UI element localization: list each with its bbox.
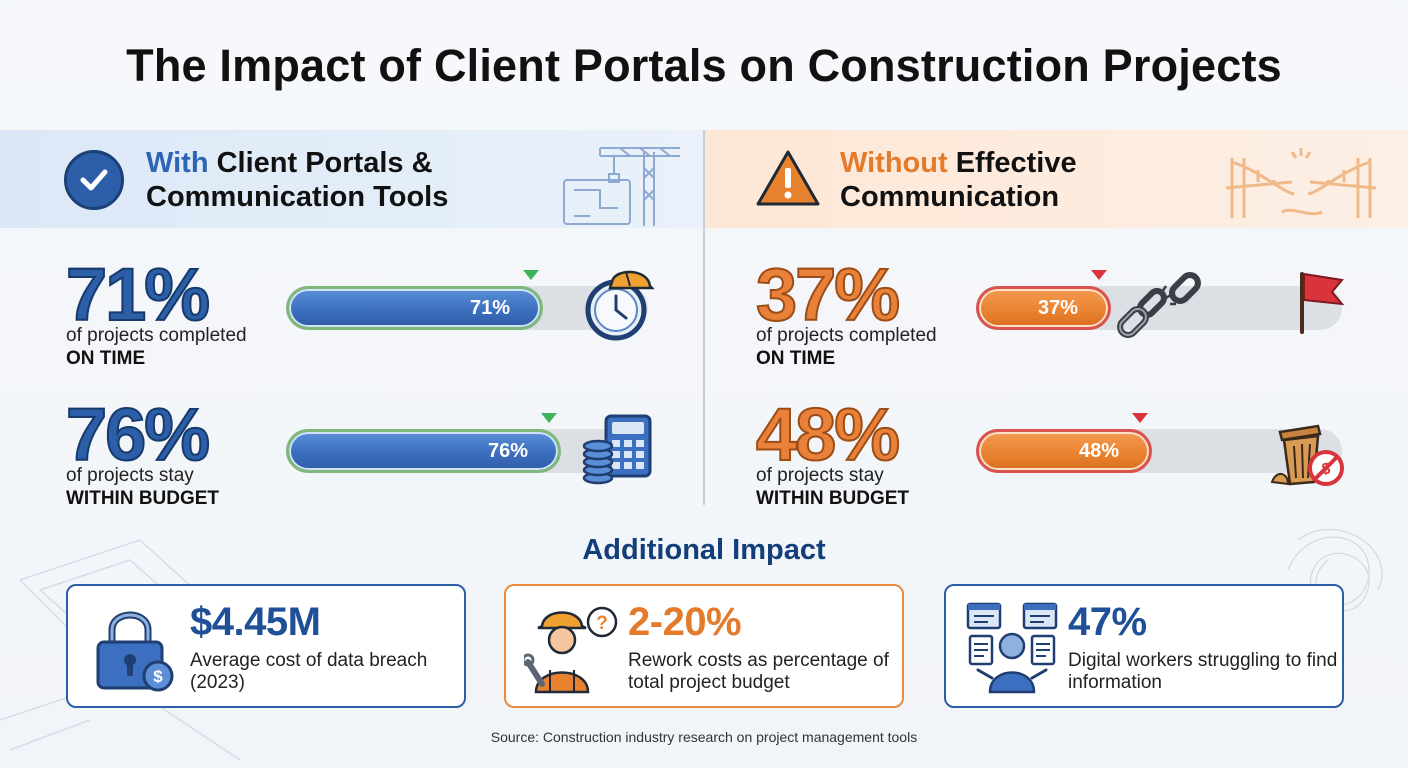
- stat-value: 71%: [65, 253, 211, 336]
- crane-blueprint-icon: [563, 147, 680, 226]
- svg-text:?: ?: [596, 613, 608, 634]
- card-value: 47%: [1068, 600, 1147, 644]
- stat-emphasis: WITHIN BUDGET: [756, 488, 910, 509]
- stat-desc-text: of projects stay: [756, 465, 884, 486]
- stat-emphasis: ON TIME: [66, 348, 146, 369]
- panel-divider: [703, 130, 705, 505]
- stat-value: 37%: [755, 253, 901, 336]
- stat-desc-text: of projects completed: [66, 325, 247, 346]
- heading-accent: With: [146, 147, 209, 179]
- card-value: 2-20%: [628, 600, 742, 644]
- svg-text:$: $: [1322, 461, 1331, 478]
- broken-chain-icon: [1117, 272, 1201, 338]
- stat-value: 48%: [755, 393, 901, 476]
- heading-line2: Communication Tools: [146, 181, 449, 213]
- bar-track: 71%: [286, 286, 648, 330]
- checkmark-icon: [64, 150, 124, 210]
- stat-emphasis: ON TIME: [756, 348, 836, 369]
- with-portals-heading: With Client Portals & Communication Tool…: [146, 146, 546, 214]
- bar-label: 76%: [487, 439, 528, 462]
- broken-bridge-icon: [1225, 148, 1377, 218]
- heading-accent: Without: [840, 147, 948, 179]
- impact-card-data-breach: $ $4.45M Average cost of data breach (20…: [66, 584, 466, 708]
- red-marker-icon: [1132, 413, 1148, 423]
- red-flag-icon: [1300, 272, 1345, 334]
- card-value: $4.45M: [190, 600, 321, 644]
- stat-emphasis: WITHIN BUDGET: [66, 488, 220, 509]
- calculator-coins-icon: [582, 414, 652, 485]
- additional-impact-title: Additional Impact: [582, 534, 826, 566]
- green-marker-icon: [523, 270, 539, 280]
- stat-description: of projects completed ON TIME: [66, 324, 247, 370]
- heading-rest: Effective: [947, 147, 1077, 179]
- card-text: Average cost of data breach (2023): [190, 650, 428, 693]
- source-note: Source: Construction industry research o…: [490, 729, 918, 745]
- impact-card-digital-workers: 47% Digital workers struggling to find i…: [944, 584, 1344, 708]
- padlock-dollar-icon: $: [96, 611, 174, 692]
- stat-desc-text: of projects completed: [756, 325, 937, 346]
- worker-documents-icon: [966, 602, 1058, 694]
- bar-label: 48%: [1078, 439, 1119, 462]
- without-communication-heading: Without Effective Communication: [840, 146, 1220, 214]
- svg-text:$: $: [153, 667, 163, 686]
- stat-value: 76%: [65, 393, 211, 476]
- stat-description: of projects stay WITHIN BUDGET: [66, 464, 219, 510]
- stat-description: of projects completed ON TIME: [756, 324, 937, 370]
- card-text: Rework costs as percentage of total proj…: [628, 650, 889, 693]
- stat-description: of projects stay WITHIN BUDGET: [756, 464, 909, 510]
- bar-fill: 76%: [286, 429, 561, 473]
- warning-icon: [756, 150, 820, 206]
- card-text: Digital workers struggling to find infor…: [1068, 650, 1338, 693]
- bar-fill: 37%: [976, 286, 1111, 330]
- bar-fill: 48%: [976, 429, 1152, 473]
- green-marker-icon: [541, 413, 557, 423]
- worker-question-icon: ?: [524, 606, 618, 694]
- impact-card-rework: ? 2-20% Rework costs as percentage of to…: [504, 584, 904, 708]
- bar-label: 71%: [469, 296, 510, 319]
- heading-rest: Client Portals &: [208, 147, 433, 179]
- page-title: The Impact of Client Portals on Construc…: [126, 40, 1282, 91]
- heading-line2: Communication: [840, 181, 1060, 213]
- clock-hardhat-icon: [585, 270, 654, 341]
- bar-fill: 71%: [286, 286, 543, 330]
- red-marker-icon: [1091, 270, 1107, 280]
- bar-label: 37%: [1037, 296, 1078, 319]
- bar-track: 48%: [976, 429, 1342, 473]
- stat-desc-text: of projects stay: [66, 465, 194, 486]
- trash-money-icon: $: [1270, 424, 1344, 486]
